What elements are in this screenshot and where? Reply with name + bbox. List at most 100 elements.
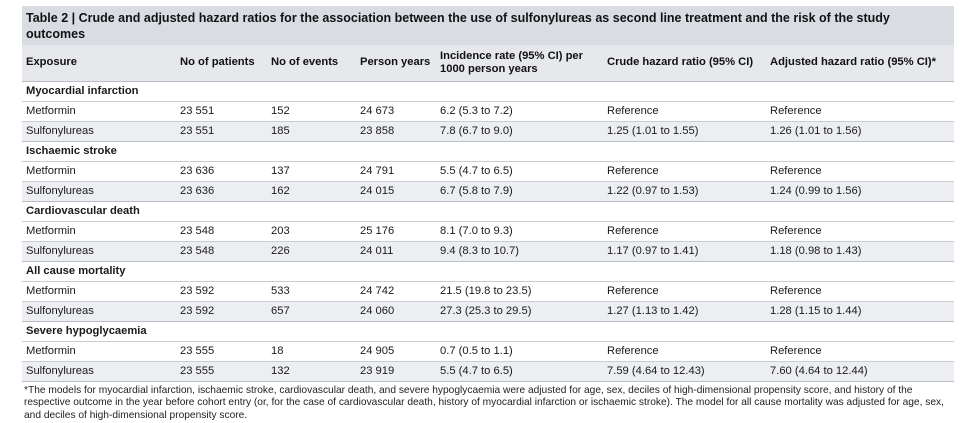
table-cell: 23 551 <box>176 120 267 141</box>
column-header: No of events <box>271 56 339 69</box>
column-header: Adjusted hazard ratio (95% CI)* <box>770 56 936 69</box>
table-cell: 6.7 (5.8 to 7.9) <box>436 180 603 201</box>
table-cell: 24 791 <box>356 160 436 181</box>
table-cell: 8.1 (7.0 to 9.3) <box>436 220 603 241</box>
table-cell: 23 551 <box>176 100 267 121</box>
table-cell: 185 <box>267 120 356 141</box>
table-cell: 23 636 <box>176 180 267 201</box>
table-cell: 23 548 <box>176 240 267 261</box>
table-cell: 1.26 (1.01 to 1.56) <box>766 120 954 141</box>
table-cell: Reference <box>603 100 766 121</box>
table-cell: Metformin <box>22 340 176 361</box>
table-cell: 203 <box>267 220 356 241</box>
table-row: Metformin 23 555 18 24 905 0.7 (0.5 to 1.1) R… <box>22 340 954 361</box>
table-cell: Reference <box>603 280 766 301</box>
table-cell: Reference <box>603 160 766 181</box>
table-cell: Reference <box>766 160 954 181</box>
group-label: Severe hypoglycaemia <box>22 320 954 341</box>
table-cell: 1.27 (1.13 to 1.42) <box>603 300 766 321</box>
table-cell: 7.8 (6.7 to 9.0) <box>436 120 603 141</box>
table-cell: 1.18 (0.98 to 1.43) <box>766 240 954 261</box>
table-cell: 24 060 <box>356 300 436 321</box>
table-cell: Sulfonylureas <box>22 300 176 321</box>
table-row: Metformin 23 636 137 24 791 5.5 (4.7 to 6.5)… <box>22 160 954 181</box>
table-cell: Metformin <box>22 160 176 181</box>
table-cell: 7.59 (4.64 to 12.43) <box>603 360 766 382</box>
table-cell: 23 555 <box>176 360 267 382</box>
table-cell: 23 555 <box>176 340 267 361</box>
table-cell: 137 <box>267 160 356 181</box>
column-header: Exposure <box>26 56 77 69</box>
table-cell: 1.17 (0.97 to 1.41) <box>603 240 766 261</box>
table-cell: 24 015 <box>356 180 436 201</box>
group-row: Cardiovascular death <box>22 200 954 221</box>
table-cell: Reference <box>766 220 954 241</box>
table-cell: 21.5 (19.8 to 23.5) <box>436 280 603 301</box>
group-row: All cause mortality <box>22 260 954 281</box>
table-cell: Reference <box>603 220 766 241</box>
table-title: Table 2 | Crude and adjusted hazard rati… <box>22 6 954 45</box>
table-row: Metformin 23 551 152 24 673 6.2 (5.3 to 7.2)… <box>22 100 954 121</box>
table-row: Sulfonylureas 23 555 132 23 919 5.5 (4.7 to … <box>22 360 954 382</box>
table-cell: Sulfonylureas <box>22 240 176 261</box>
group-label: Myocardial infarction <box>22 80 954 101</box>
header-row: Exposure No of patients No of events Person… <box>22 45 954 81</box>
table-cell: Metformin <box>22 100 176 121</box>
table-cell: 1.24 (0.99 to 1.56) <box>766 180 954 201</box>
table-cell: 23 858 <box>356 120 436 141</box>
table-cell: 162 <box>267 180 356 201</box>
group-row: Ischaemic stroke <box>22 140 954 161</box>
table-cell: Sulfonylureas <box>22 180 176 201</box>
table-cell: 7.60 (4.64 to 12.44) <box>766 360 954 382</box>
table-cell: Sulfonylureas <box>22 360 176 382</box>
table-row: Metformin 23 592 533 24 742 21.5 (19.8 to 23… <box>22 280 954 301</box>
table-cell: 5.5 (4.7 to 6.5) <box>436 360 603 382</box>
table-cell: 0.7 (0.5 to 1.1) <box>436 340 603 361</box>
table-cell: Reference <box>766 100 954 121</box>
table-cell: 9.4 (8.3 to 10.7) <box>436 240 603 261</box>
table-cell: Sulfonylureas <box>22 120 176 141</box>
table-cell: 132 <box>267 360 356 382</box>
column-header: Person years <box>360 56 431 69</box>
table-cell: 657 <box>267 300 356 321</box>
table-cell: Reference <box>603 340 766 361</box>
table-cell: Reference <box>766 340 954 361</box>
table-body: Myocardial infarction Metformin 23 551 152 2… <box>22 80 954 382</box>
table-cell: Metformin <box>22 280 176 301</box>
table-row: Sulfonylureas 23 636 162 24 015 6.7 (5.8 to … <box>22 180 954 201</box>
table-cell: Reference <box>766 280 954 301</box>
table-cell: 24 742 <box>356 280 436 301</box>
table-row: Sulfonylureas 23 548 226 24 011 9.4 (8.3 to … <box>22 240 954 261</box>
table-cell: 23 592 <box>176 300 267 321</box>
table-cell: Metformin <box>22 220 176 241</box>
group-label: Ischaemic stroke <box>22 140 954 161</box>
table-cell: 226 <box>267 240 356 261</box>
table-cell: 23 919 <box>356 360 436 382</box>
group-label: Cardiovascular death <box>22 200 954 221</box>
results-table: Exposure No of patients No of events Person… <box>22 45 954 382</box>
table-cell: 23 592 <box>176 280 267 301</box>
table-row: Sulfonylureas 23 551 185 23 858 7.8 (6.7 to … <box>22 120 954 141</box>
column-header: Crude hazard ratio (95% CI) <box>607 56 754 69</box>
column-header: Incidence rate (95% CI) per 1000 person … <box>440 49 584 75</box>
table-cell: 27.3 (25.3 to 29.5) <box>436 300 603 321</box>
table-cell: 5.5 (4.7 to 6.5) <box>436 160 603 181</box>
table-cell: 1.28 (1.15 to 1.44) <box>766 300 954 321</box>
group-label: All cause mortality <box>22 260 954 281</box>
column-header: No of patients <box>180 56 255 69</box>
table-row: Sulfonylureas 23 592 657 24 060 27.3 (25.3 t… <box>22 300 954 321</box>
table-header: Exposure No of patients No of events Person… <box>22 45 954 81</box>
table-cell: 533 <box>267 280 356 301</box>
table-row: Metformin 23 548 203 25 176 8.1 (7.0 to 9.3)… <box>22 220 954 241</box>
group-row: Myocardial infarction <box>22 80 954 101</box>
table-cell: 23 548 <box>176 220 267 241</box>
table-cell: 1.22 (0.97 to 1.53) <box>603 180 766 201</box>
table-footnote: *The models for myocardial infarction, i… <box>24 384 944 421</box>
table-cell: 24 011 <box>356 240 436 261</box>
table-container: Table 2 | Crude and adjusted hazard rati… <box>22 6 954 422</box>
table-cell: 24 905 <box>356 340 436 361</box>
table-cell: 6.2 (5.3 to 7.2) <box>436 100 603 121</box>
table-cell: 23 636 <box>176 160 267 181</box>
table-cell: 1.25 (1.01 to 1.55) <box>603 120 766 141</box>
table-cell: 18 <box>267 340 356 361</box>
